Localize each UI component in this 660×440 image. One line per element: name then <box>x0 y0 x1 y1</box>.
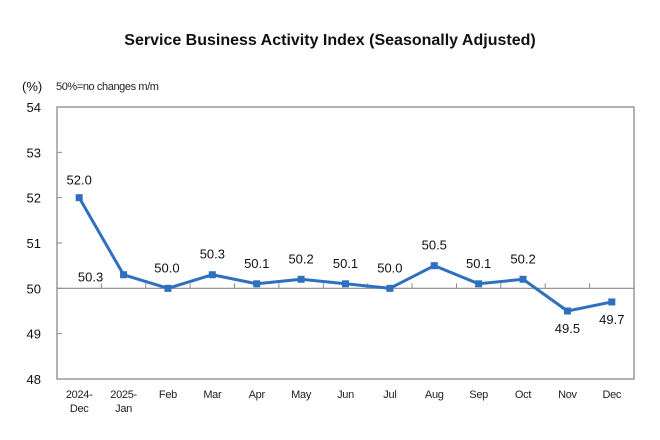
data-point-marker <box>519 275 527 283</box>
y-tick-label: 48 <box>27 372 41 387</box>
y-tick-label: 49 <box>27 327 41 342</box>
x-tick-label: Apr <box>249 389 266 401</box>
x-tick-label: Dec <box>602 389 621 401</box>
x-tick-label: Feb <box>159 389 177 401</box>
data-label: 50.0 <box>377 260 402 275</box>
y-tick-label: 54 <box>27 100 41 115</box>
data-label: 49.7 <box>599 312 624 327</box>
x-tick-label: Sep <box>469 389 488 401</box>
y-tick-label: 51 <box>27 236 41 251</box>
y-tick-label: 50 <box>27 281 41 296</box>
x-tick-label: Jan <box>115 403 132 415</box>
data-point-marker <box>430 262 438 270</box>
x-tick-label: May <box>291 389 312 401</box>
x-tick-label: Aug <box>425 389 444 401</box>
x-tick-label: Dec <box>70 403 89 415</box>
data-label: 50.3 <box>200 247 225 262</box>
data-point-marker <box>342 280 349 288</box>
data-point-marker <box>208 271 216 279</box>
data-point-marker <box>75 194 83 202</box>
data-label: 50.3 <box>78 270 103 285</box>
data-point-marker <box>253 280 261 288</box>
x-tick-label: Oct <box>515 389 531 401</box>
y-axis-unit-label: (%) <box>22 79 43 94</box>
data-label: 50.5 <box>422 238 447 253</box>
data-label: 50.2 <box>510 251 535 266</box>
data-point-marker <box>164 284 172 292</box>
x-tick-label: Jun <box>337 389 354 401</box>
x-tick-label: Nov <box>558 389 577 401</box>
data-label: 49.5 <box>555 321 580 336</box>
data-label: 50.1 <box>333 256 358 271</box>
x-tick-label: 2025- <box>110 389 137 401</box>
data-point-marker <box>563 307 571 315</box>
data-point-marker <box>120 271 128 279</box>
x-tick-label: 2024- <box>66 389 93 401</box>
data-label: 50.2 <box>288 251 313 266</box>
data-label: 50.1 <box>466 256 491 271</box>
y-tick-label: 52 <box>27 191 41 206</box>
data-point-marker <box>475 280 483 288</box>
x-tick-label: Jul <box>383 389 396 401</box>
data-point-marker <box>297 275 305 283</box>
y-tick-label: 53 <box>27 145 41 160</box>
data-label: 50.1 <box>244 256 269 271</box>
data-label: 52.0 <box>67 173 92 188</box>
plot-area-border <box>56 106 635 380</box>
x-tick-label: Mar <box>203 389 222 401</box>
data-label: 50.0 <box>154 260 179 275</box>
data-point-marker <box>386 284 394 292</box>
chart-title: Service Business Activity Index (Seasona… <box>124 32 536 49</box>
data-point-marker <box>608 298 616 306</box>
chart-note: 50%=no changes m/m <box>56 81 159 93</box>
